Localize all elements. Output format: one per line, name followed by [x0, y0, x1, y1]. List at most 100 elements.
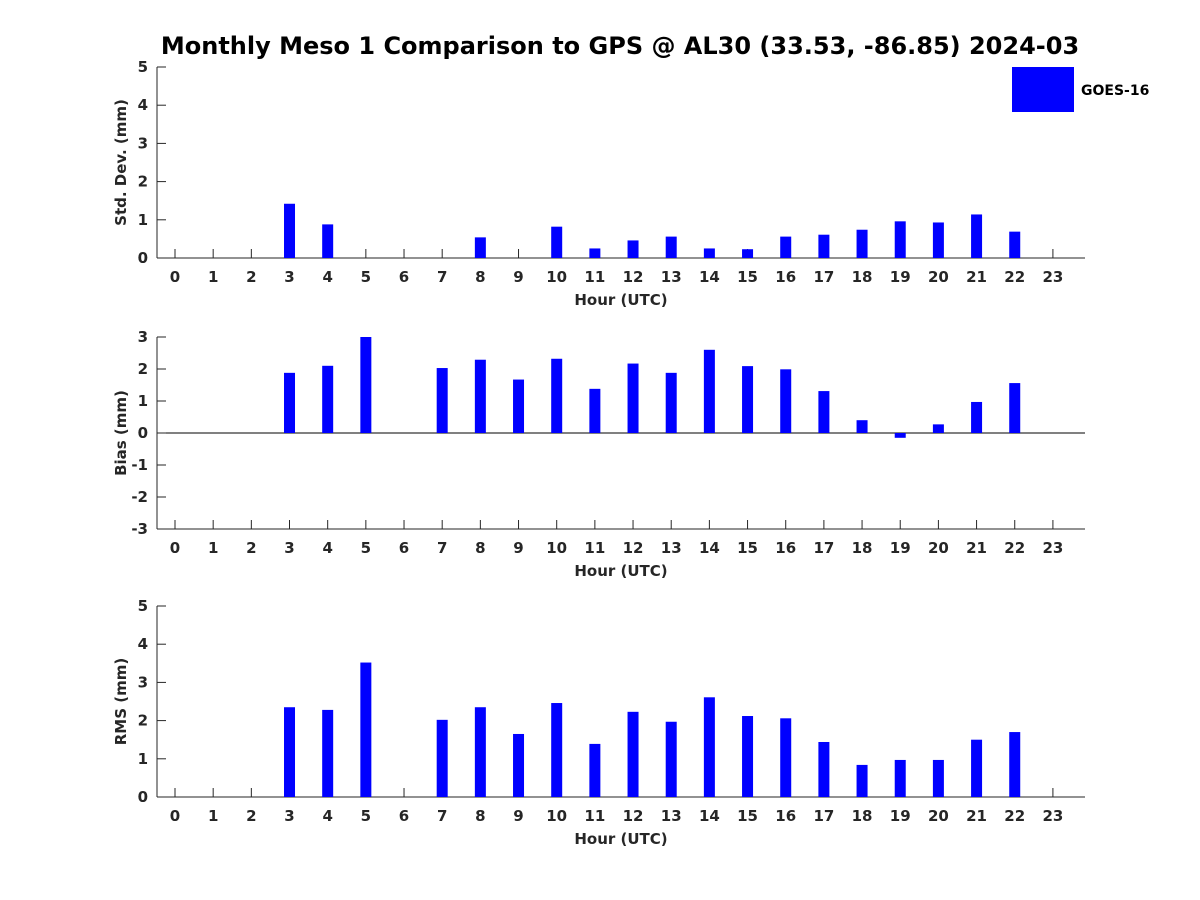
- x-tick-label: 3: [284, 807, 294, 825]
- bar-hour-12: [627, 711, 639, 797]
- bar-hour-8: [474, 237, 486, 258]
- y-tick-label: 3: [138, 328, 148, 346]
- bar-hour-15: [742, 249, 754, 258]
- bar-hour-22: [1009, 231, 1021, 258]
- x-tick-label: 13: [661, 539, 682, 557]
- bar-hour-21: [971, 739, 983, 797]
- x-tick-label: 18: [852, 268, 873, 286]
- x-tick-label: 4: [322, 539, 332, 557]
- bar-hour-15: [742, 716, 754, 797]
- x-tick-label: 7: [437, 539, 447, 557]
- bar-hour-14: [703, 697, 715, 797]
- legend-label: GOES-16: [1081, 83, 1149, 99]
- y-tick-label: 1: [138, 750, 148, 768]
- x-axis-label: Hour (UTC): [574, 830, 667, 848]
- y-tick-label: 0: [138, 424, 148, 442]
- bar-hour-8: [474, 359, 486, 433]
- bar-hour-10: [551, 703, 563, 797]
- x-tick-label: 21: [966, 268, 987, 286]
- bar-hour-13: [665, 372, 677, 433]
- bar-hour-22: [1009, 383, 1021, 433]
- bar-hour-5: [360, 337, 372, 433]
- x-tick-label: 20: [928, 807, 949, 825]
- x-tick-label: 6: [399, 807, 409, 825]
- x-tick-label: 11: [584, 539, 605, 557]
- y-axis-label: Bias (mm): [112, 390, 130, 476]
- y-tick-label: 3: [138, 673, 148, 691]
- bar-hour-17: [818, 234, 830, 258]
- x-tick-label: 3: [284, 539, 294, 557]
- x-tick-label: 15: [737, 807, 758, 825]
- bar-hour-21: [971, 214, 983, 258]
- y-tick-label: 5: [138, 58, 148, 76]
- x-tick-label: 17: [813, 807, 834, 825]
- x-tick-label: 5: [361, 539, 371, 557]
- bar-hour-7: [436, 368, 448, 433]
- x-tick-label: 20: [928, 539, 949, 557]
- x-tick-label: 7: [437, 268, 447, 286]
- bar-hour-16: [780, 369, 792, 433]
- x-tick-label: 1: [208, 268, 218, 286]
- bar-hour-18: [856, 420, 868, 433]
- y-tick-label: -1: [131, 456, 148, 474]
- x-tick-label: 22: [1004, 268, 1025, 286]
- x-tick-label: 18: [852, 807, 873, 825]
- bar-hour-9: [513, 733, 525, 797]
- x-tick-label: 4: [322, 807, 332, 825]
- bar-hour-22: [1009, 732, 1021, 797]
- bar-hour-10: [551, 358, 563, 433]
- y-axis-label: RMS (mm): [112, 658, 130, 745]
- bar-hour-4: [322, 224, 334, 258]
- bar-hour-20: [932, 424, 944, 433]
- x-tick-label: 22: [1004, 807, 1025, 825]
- y-tick-label: 1: [138, 211, 148, 229]
- x-tick-label: 19: [890, 807, 911, 825]
- bar-hour-11: [589, 248, 601, 258]
- bar-hour-21: [971, 401, 983, 433]
- x-tick-label: 2: [246, 539, 256, 557]
- bar-hour-17: [818, 391, 830, 433]
- y-tick-label: -2: [131, 488, 148, 506]
- x-tick-label: 8: [475, 539, 485, 557]
- x-tick-label: 11: [584, 268, 605, 286]
- x-tick-label: 22: [1004, 539, 1025, 557]
- y-tick-label: 5: [138, 597, 148, 615]
- y-tick-label: 3: [138, 134, 148, 152]
- bar-hour-4: [322, 365, 334, 433]
- x-axis-label: Hour (UTC): [574, 291, 667, 309]
- x-tick-label: 13: [661, 268, 682, 286]
- x-tick-label: 8: [475, 807, 485, 825]
- x-tick-label: 15: [737, 268, 758, 286]
- x-tick-label: 21: [966, 539, 987, 557]
- x-tick-label: 11: [584, 807, 605, 825]
- x-tick-label: 23: [1042, 539, 1063, 557]
- bar-hour-8: [474, 707, 486, 797]
- x-tick-label: 14: [699, 539, 720, 557]
- legend-swatch: [1012, 67, 1074, 112]
- bar-hour-19: [894, 221, 906, 258]
- x-tick-label: 12: [623, 807, 644, 825]
- y-tick-label: 1: [138, 392, 148, 410]
- bar-hour-4: [322, 709, 334, 797]
- bar-hour-16: [780, 236, 792, 258]
- bar-hour-7: [436, 719, 448, 797]
- x-tick-label: 12: [623, 539, 644, 557]
- bar-hour-12: [627, 240, 639, 258]
- bar-hour-20: [932, 759, 944, 797]
- bar-hour-15: [742, 366, 754, 433]
- x-tick-label: 16: [775, 539, 796, 557]
- x-tick-label: 17: [813, 539, 834, 557]
- bar-hour-11: [589, 743, 601, 797]
- bar-hour-19: [894, 759, 906, 797]
- bar-hour-10: [551, 226, 563, 258]
- y-tick-label: 0: [138, 249, 148, 267]
- x-tick-label: 23: [1042, 807, 1063, 825]
- x-tick-label: 9: [513, 539, 523, 557]
- x-tick-label: 3: [284, 268, 294, 286]
- y-tick-label: 2: [138, 173, 148, 191]
- y-tick-label: 4: [138, 96, 148, 114]
